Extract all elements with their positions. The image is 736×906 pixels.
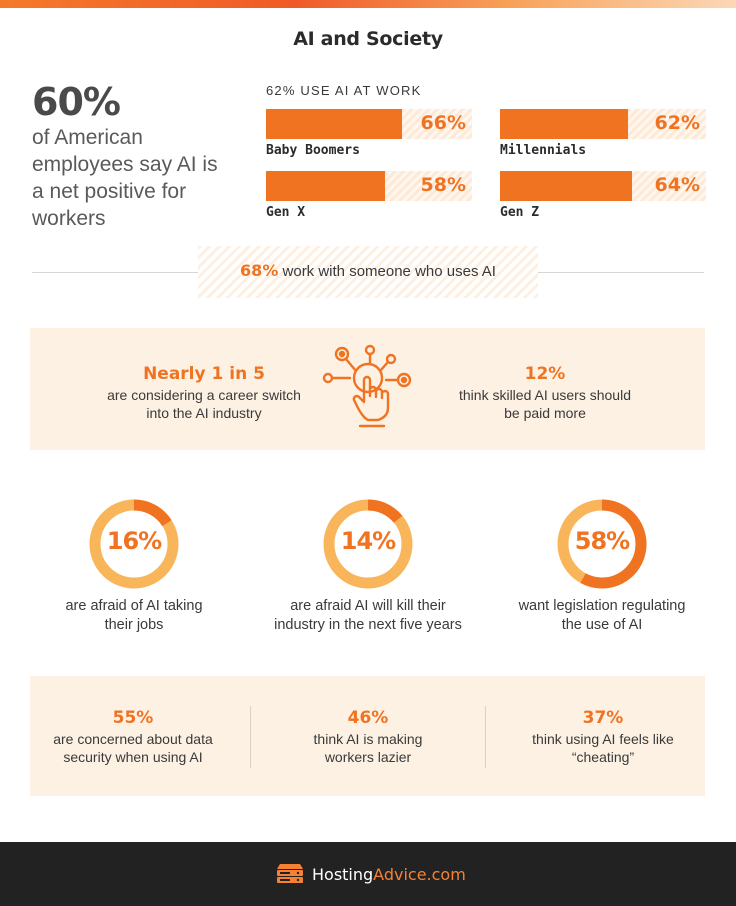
bar-value: 66% bbox=[420, 112, 466, 134]
donut-value: 58% bbox=[574, 527, 630, 555]
bar-fill bbox=[266, 171, 386, 201]
bar-fill bbox=[500, 171, 632, 201]
donut-arc bbox=[557, 499, 647, 589]
coworkers-value: 68% bbox=[240, 261, 279, 280]
server-logo-icon bbox=[277, 864, 303, 883]
bar-label: Millennials bbox=[500, 143, 587, 158]
lazier-stat: 46% think AI is making workers lazier bbox=[290, 708, 446, 766]
page-title: AI and Society bbox=[293, 28, 443, 50]
brand-name-main: Hosting bbox=[312, 864, 374, 884]
stat-text: are considering a career switch into the… bbox=[107, 387, 301, 421]
panel-divider bbox=[250, 706, 251, 768]
stat-highlight: 55% bbox=[112, 708, 154, 728]
bar-label: Gen Z bbox=[500, 205, 540, 220]
bar-value: 62% bbox=[654, 112, 700, 134]
stat-highlight: 46% bbox=[347, 708, 389, 728]
cheating-stat: 37% think using AI feels like “cheating” bbox=[520, 708, 686, 766]
stat-text: are concerned about data security when u… bbox=[53, 731, 213, 765]
donut-value: 16% bbox=[106, 527, 162, 555]
donut-industry bbox=[323, 499, 413, 589]
bar-track: 66% bbox=[266, 109, 472, 139]
donut-description: want legislation regulating the use of A… bbox=[518, 598, 686, 633]
stat-text: think skilled AI users should be paid mo… bbox=[459, 387, 631, 421]
stat-text: think AI is making workers lazier bbox=[313, 731, 423, 765]
generations-heading: 62% USE AI AT WORK bbox=[266, 83, 422, 98]
donut-legislation bbox=[557, 499, 647, 589]
donut-description: are afraid AI will kill their industry i… bbox=[274, 598, 462, 633]
generation-bar-baby-boomers: 66% Baby Boomers bbox=[266, 109, 472, 158]
brand-name-accent: Advice.com bbox=[373, 864, 466, 884]
stat-highlight: Nearly 1 in 5 bbox=[143, 364, 265, 384]
brand-logo[interactable]: HostingAdvice.com bbox=[276, 863, 466, 885]
top-accent-stripe bbox=[0, 0, 736, 8]
data-security-stat: 55% are concerned about data security wh… bbox=[40, 708, 226, 766]
generation-bar-gen-x: 58% Gen X bbox=[266, 171, 472, 220]
hatch-band bbox=[198, 246, 538, 298]
footer: HostingAdvice.com bbox=[0, 842, 736, 906]
bar-value: 58% bbox=[420, 174, 466, 196]
coworkers-text: work with someone who uses AI bbox=[282, 263, 496, 280]
concerns-panel bbox=[30, 676, 705, 796]
career-switch-stat: Nearly 1 in 5 are considering a career s… bbox=[106, 364, 302, 422]
divider-right bbox=[538, 272, 704, 273]
generation-bar-millennials: 62% Millennials bbox=[500, 109, 706, 158]
coworkers-stat: 68% work with someone who uses AI bbox=[0, 261, 736, 280]
bar-value: 64% bbox=[654, 174, 700, 196]
ai-touch-network-icon bbox=[322, 344, 412, 428]
stat-highlight: 37% bbox=[582, 708, 624, 728]
donut-arc bbox=[89, 499, 179, 589]
donut-value: 14% bbox=[340, 527, 396, 555]
donut-description: are afraid of AI taking their jobs bbox=[65, 598, 203, 633]
donut-jobs bbox=[89, 499, 179, 589]
bar-fill bbox=[266, 109, 402, 139]
bar-track: 62% bbox=[500, 109, 706, 139]
bar-label: Baby Boomers bbox=[266, 143, 360, 158]
headline-value: 60% bbox=[32, 80, 121, 124]
skilled-pay-stat: 12% think skilled AI users should be pai… bbox=[450, 364, 640, 422]
donut-arc bbox=[323, 499, 413, 589]
panel-divider bbox=[485, 706, 486, 768]
bar-label: Gen X bbox=[266, 205, 306, 220]
bar-track: 58% bbox=[266, 171, 472, 201]
divider-left bbox=[32, 272, 198, 273]
bar-track: 64% bbox=[500, 171, 706, 201]
stat-text: think using AI feels like “cheating” bbox=[532, 731, 674, 765]
headline-description: of American employees say AI is a net po… bbox=[32, 126, 218, 230]
stat-highlight: 12% bbox=[524, 364, 566, 384]
brand-name: HostingAdvice.com bbox=[312, 865, 466, 884]
bar-fill bbox=[500, 109, 628, 139]
generation-bar-gen-z: 64% Gen Z bbox=[500, 171, 706, 220]
